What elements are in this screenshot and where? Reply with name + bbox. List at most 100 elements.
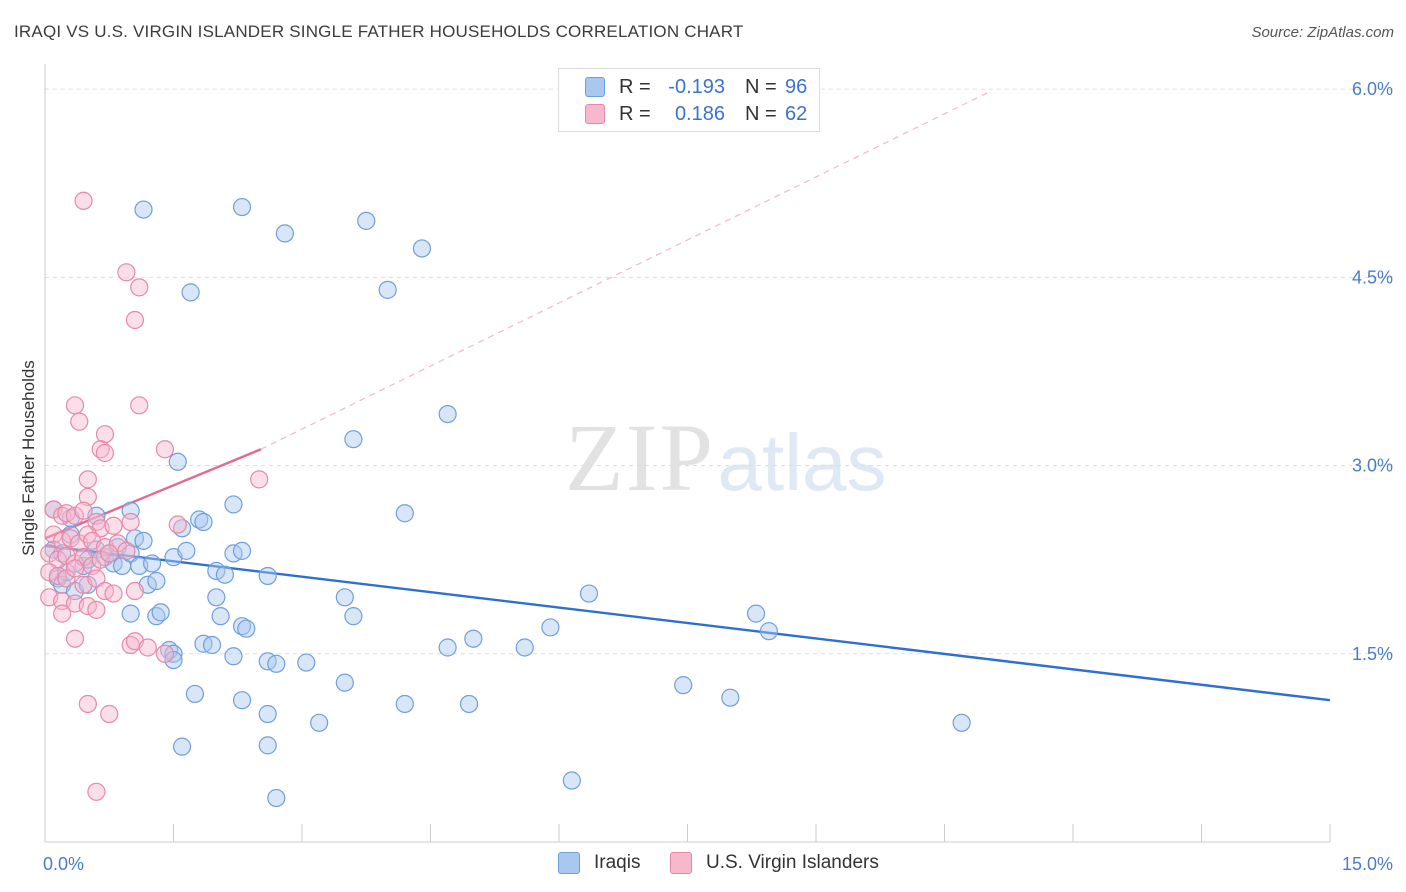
point-virgin-islanders: [87, 600, 106, 619]
point-virgin-islanders: [100, 704, 119, 724]
point-virgin-islanders: [104, 516, 123, 535]
trend-line-extension: [260, 92, 988, 450]
point-iraqis: [224, 495, 243, 514]
series-legend-swatch-virgin-islanders: [670, 852, 692, 874]
y-axis-title: Single Father Households: [19, 360, 38, 556]
point-iraqis: [172, 737, 192, 756]
source-label: Source: ZipAtlas.com: [1251, 24, 1394, 41]
point-iraqis: [232, 197, 252, 217]
point-iraqis: [237, 619, 256, 638]
point-virgin-islanders: [53, 604, 72, 623]
point-virgin-islanders: [87, 782, 106, 801]
legend-swatch-iraqis: [585, 77, 605, 97]
correlation-legend: R = -0.193 N = 96 R = 0.186 N = 62: [558, 68, 820, 132]
point-iraqis: [258, 566, 277, 586]
point-virgin-islanders: [70, 412, 89, 431]
point-virgin-islanders: [87, 569, 106, 588]
point-iraqis: [267, 788, 286, 808]
point-iraqis: [952, 713, 971, 732]
point-virgin-islanders: [250, 470, 269, 489]
point-virgin-islanders: [65, 629, 85, 648]
point-virgin-islanders: [100, 544, 119, 563]
point-virgin-islanders: [155, 440, 175, 459]
point-iraqis: [464, 629, 483, 648]
data-points: [40, 191, 971, 808]
point-virgin-islanders: [78, 487, 97, 507]
point-iraqis: [215, 565, 234, 584]
point-iraqis: [207, 561, 226, 581]
y-tick-label: 6.0%: [1352, 79, 1393, 99]
series-legend-iraqis: Iraqis: [558, 852, 640, 874]
point-virgin-islanders: [130, 396, 149, 415]
point-iraqis: [357, 211, 376, 230]
legend-r-label: R =: [619, 102, 651, 125]
series-legend-label-iraqis: Iraqis: [594, 852, 641, 873]
legend-n-value: 96: [785, 75, 808, 98]
watermark-zip: ZIP: [565, 404, 715, 511]
point-virgin-islanders: [125, 310, 145, 330]
series-legend-label-virgin-islanders: U.S. Virgin Islanders: [706, 852, 879, 873]
point-iraqis: [438, 638, 457, 657]
watermark-atlas: atlas: [718, 418, 887, 507]
point-virgin-islanders: [104, 584, 123, 603]
point-iraqis: [142, 554, 162, 573]
point-iraqis: [168, 452, 187, 471]
point-virgin-islanders: [74, 191, 93, 210]
point-iraqis: [459, 694, 479, 714]
point-virgin-islanders: [130, 278, 149, 297]
legend-n-label: N =: [745, 102, 777, 125]
point-iraqis: [267, 654, 286, 673]
point-virgin-islanders: [138, 638, 157, 657]
point-iraqis: [232, 541, 252, 560]
point-iraqis: [134, 200, 153, 219]
series-legend-swatch-iraqis: [558, 852, 580, 874]
point-iraqis: [721, 688, 740, 707]
point-iraqis: [562, 771, 581, 790]
point-virgin-islanders: [65, 506, 85, 525]
trend-lines: [44, 92, 1331, 702]
point-iraqis: [746, 604, 766, 623]
point-virgin-islanders: [117, 263, 136, 282]
point-iraqis: [344, 607, 363, 626]
point-virgin-islanders: [40, 563, 59, 582]
point-iraqis: [181, 283, 200, 302]
point-virgin-islanders: [121, 512, 140, 532]
point-virgin-islanders: [125, 581, 145, 601]
y-tick-label: 1.5%: [1352, 644, 1393, 664]
legend-row-iraqis: R = -0.193 N = 96: [585, 75, 807, 99]
point-virgin-islanders: [78, 596, 97, 616]
point-iraqis: [121, 604, 140, 623]
watermark: ZIP atlas: [565, 404, 886, 511]
point-iraqis: [211, 607, 230, 626]
legend-r-value: -0.193: [668, 75, 725, 98]
point-iraqis: [275, 224, 294, 243]
trend-line-virgin-islanders: [44, 448, 262, 540]
point-iraqis: [395, 694, 414, 714]
point-iraqis: [202, 635, 222, 655]
point-iraqis: [335, 588, 354, 607]
point-virgin-islanders: [168, 515, 187, 534]
legend-r-label: R =: [619, 75, 651, 98]
point-virgin-islanders: [155, 644, 175, 663]
chart-title: IRAQI VS U.S. VIRGIN ISLANDER SINGLE FAT…: [14, 22, 744, 41]
point-iraqis: [412, 239, 432, 258]
point-iraqis: [224, 647, 243, 666]
y-tick-label: 4.5%: [1352, 267, 1393, 287]
series-legend-virgin-islanders: U.S. Virgin Islanders: [670, 852, 879, 874]
trend-line-iraqis: [44, 544, 1331, 702]
point-iraqis: [232, 691, 252, 710]
legend-n-value: 62: [785, 102, 808, 125]
point-virgin-islanders: [95, 425, 115, 444]
point-iraqis: [207, 588, 226, 607]
y-tick-label: 3.0%: [1352, 456, 1393, 476]
point-iraqis: [344, 430, 363, 449]
point-iraqis: [335, 673, 354, 692]
point-iraqis: [147, 571, 166, 591]
point-virgin-islanders: [117, 541, 136, 560]
point-virgin-islanders: [48, 550, 67, 569]
point-iraqis: [297, 653, 316, 672]
point-iraqis: [674, 676, 693, 695]
x-tick-label: 0.0%: [43, 854, 84, 874]
legend-swatch-virgin-islanders: [585, 104, 605, 124]
